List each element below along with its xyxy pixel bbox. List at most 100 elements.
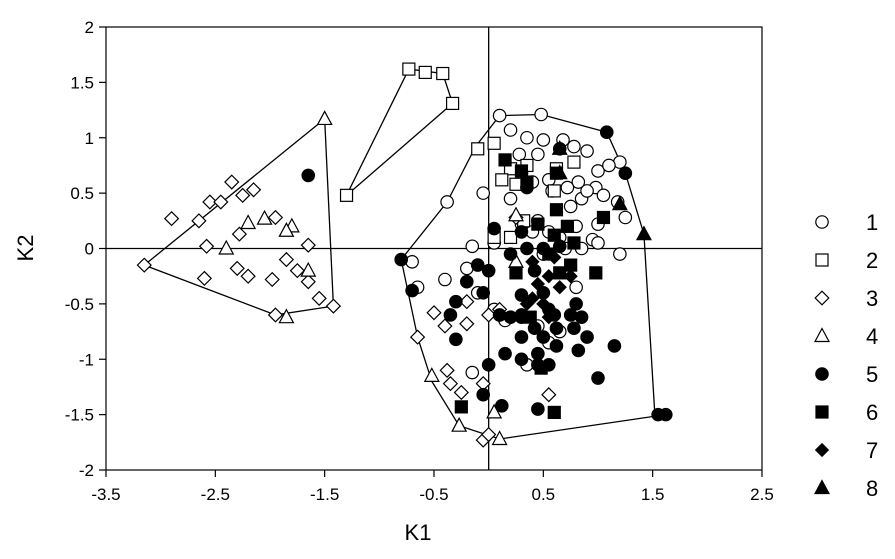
point-series-2 [547, 184, 561, 198]
legend-item-4: 4 [813, 324, 878, 349]
legend-marker-4 [813, 327, 831, 343]
point-series-6 [547, 405, 561, 420]
legend-label-6: 6 [866, 400, 878, 425]
point-series-3 [459, 316, 475, 332]
point-series-6 [547, 228, 561, 242]
point-series-5 [569, 297, 583, 311]
point-series-5 [394, 252, 408, 267]
point-series-1 [465, 239, 480, 254]
point-series-2 [495, 173, 509, 187]
point-series-6 [454, 400, 468, 414]
point-series-3 [229, 260, 245, 277]
point-series-7 [536, 296, 551, 312]
point-series-3 [426, 305, 442, 321]
point-series-5 [591, 371, 605, 385]
point-series-8 [635, 225, 652, 241]
y-axis: -2 -1.5 -1 -0.5 0 0.5 1 1.5 2 [65, 18, 106, 480]
legend-label-2: 2 [866, 248, 878, 273]
point-series-5 [549, 339, 564, 353]
point-series-3 [213, 194, 229, 210]
point-series-6 [553, 266, 567, 280]
x-tick-label: -0.5 [419, 485, 448, 504]
point-series-1 [580, 184, 594, 198]
point-series-5 [563, 308, 578, 322]
series-5 [301, 125, 673, 422]
point-series-4 [240, 214, 257, 230]
point-series-3 [300, 237, 316, 253]
point-series-3 [224, 174, 240, 190]
point-series-3 [267, 307, 284, 323]
point-series-5 [531, 402, 545, 416]
series-6 [454, 153, 611, 420]
point-series-5 [658, 407, 673, 422]
point-series-3 [300, 274, 316, 290]
legend-item-1: 1 [815, 210, 878, 235]
point-series-6 [498, 153, 512, 167]
point-series-5 [449, 294, 463, 309]
y-tick-label: 0 [85, 240, 94, 259]
point-series-3 [325, 298, 342, 314]
point-series-5 [567, 321, 581, 336]
point-series-7 [552, 280, 567, 295]
point-series-1 [580, 144, 594, 158]
point-series-1 [613, 247, 627, 261]
point-series-2 [471, 142, 485, 156]
series-4 [218, 110, 525, 446]
y-tick-label: 1 [85, 129, 94, 148]
legend-marker-5 [815, 367, 829, 381]
point-series-3 [231, 226, 248, 242]
legend-label-5: 5 [866, 362, 878, 387]
point-series-5 [476, 387, 490, 402]
point-series-8 [551, 164, 568, 180]
point-series-6 [531, 217, 545, 231]
point-series-5 [520, 241, 534, 256]
y-tick-label: 1.5 [70, 73, 94, 92]
legend-marker-1 [815, 215, 829, 229]
point-series-5 [301, 168, 316, 183]
point-series-5 [580, 330, 594, 344]
point-series-5 [492, 308, 507, 322]
point-series-1 [476, 186, 490, 200]
point-series-3 [439, 362, 455, 378]
point-series-5 [481, 357, 496, 372]
legend-label-3: 3 [866, 286, 878, 311]
x-axis: -3.5 -2.5 -1.5 -0.5 0.5 1.5 2.5 [91, 470, 774, 504]
point-series-5 [449, 332, 463, 347]
point-series-5 [514, 352, 529, 367]
point-series-1 [591, 236, 605, 250]
point-series-3 [442, 375, 459, 392]
point-series-5 [405, 283, 419, 298]
point-series-7 [563, 269, 578, 284]
points-layer [136, 62, 673, 448]
point-series-4 [451, 416, 468, 432]
y-tick-label: -1.5 [65, 406, 94, 425]
point-series-3 [235, 187, 251, 203]
point-series-4 [423, 367, 440, 382]
y-tick-label: -1 [79, 350, 94, 369]
point-series-2 [503, 230, 518, 245]
x-tick-label: -2.5 [201, 485, 230, 504]
point-series-5 [498, 346, 512, 361]
point-series-3 [191, 213, 207, 229]
legend-item-2: 2 [815, 248, 878, 273]
point-series-1 [520, 130, 534, 145]
point-series-5 [514, 225, 529, 239]
legend-item-7: 7 [814, 438, 878, 463]
x-tick-label: 2.5 [750, 485, 774, 504]
point-series-1 [438, 272, 452, 287]
point-series-5 [571, 343, 586, 358]
y-tick-label: -0.5 [65, 295, 94, 314]
legend-marker-3 [814, 290, 830, 306]
point-series-1 [465, 365, 480, 380]
legend-item-8: 8 [813, 476, 878, 501]
point-series-1 [405, 254, 419, 269]
y-axis-title: K2 [13, 235, 38, 262]
point-series-3 [163, 210, 180, 227]
point-series-5 [618, 166, 633, 180]
point-series-4 [486, 403, 503, 419]
point-series-1 [563, 199, 578, 214]
legend-marker-6 [815, 405, 829, 419]
point-series-3 [453, 384, 469, 401]
point-series-6 [534, 361, 548, 375]
